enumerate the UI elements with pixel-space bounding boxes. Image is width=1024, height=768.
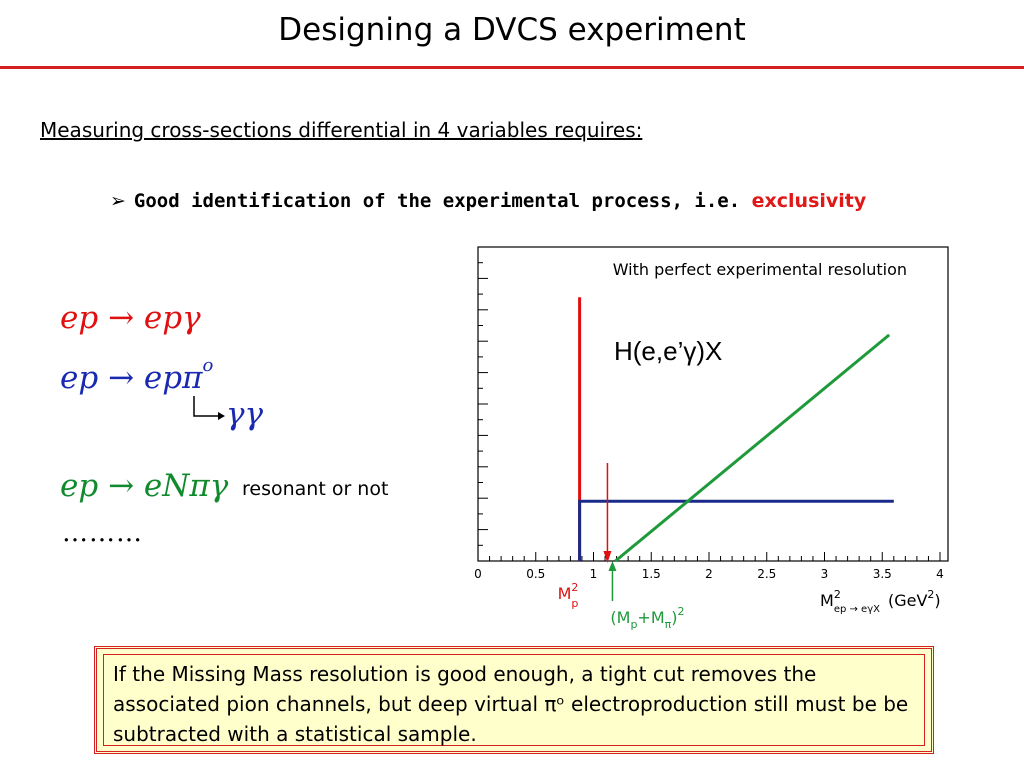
series-line-1 (578, 499, 894, 561)
reaction-pi0-lhs: ep (60, 360, 99, 396)
axis-ticks: 0 0.5 1 1.5 2 2.5 3 3.5 4 (474, 246, 944, 581)
mpi-close: ) (671, 608, 677, 627)
mp2-sub: p (571, 597, 578, 610)
mpi-sub-p: p (630, 618, 637, 631)
bullet-exclusivity: ➢ Good identification of the experimental… (110, 190, 866, 212)
title-divider (0, 66, 1024, 69)
reaction-npg-arrow: → (108, 468, 135, 504)
mpi-open: (M (610, 608, 630, 627)
bullet-highlight: exclusivity (751, 190, 867, 212)
reaction-dvcs-rhs: epγ (143, 300, 201, 336)
resonant-note: resonant or not (242, 478, 389, 500)
note-box-inner-border (103, 654, 925, 746)
missing-mass-chart: 0 0.5 1 1.5 2 2.5 3 3.5 4 With perfect experimen… (474, 246, 949, 631)
reaction-pi0-superscript: o (202, 354, 214, 376)
plot-frame (477, 246, 949, 562)
ellipsis: ……… (62, 518, 143, 548)
reaction-pi0-arrow: → (108, 360, 135, 396)
mpi-sub-pi: π (665, 618, 672, 631)
x-tick-label: 1.5 (642, 567, 661, 581)
slide-title: Designing a DVCS experiment (278, 12, 746, 48)
bullet-text: Good identification of the experimental … (133, 190, 741, 212)
x-tick-label: 3 (821, 567, 829, 581)
subheading: Measuring cross-sections differential in… (40, 118, 643, 142)
chart-series (578, 297, 894, 601)
reaction-npg-rhs: eNπγ (143, 468, 229, 504)
reaction-dvcs-lhs: ep (60, 300, 99, 336)
x-tick-label: 0.5 (526, 567, 545, 581)
chart-annotation: H(e,e’γ)X (614, 336, 722, 366)
reaction-dvcs: ep → epγ (60, 300, 201, 336)
xlabel-unit-close: ) (934, 591, 940, 610)
xlabel-m: M (820, 591, 834, 610)
mp2-sup: 2 (571, 581, 578, 594)
marker-label-mp2: M2 p (558, 581, 579, 610)
xlabel-unit-sup: 2 (927, 588, 934, 601)
xlabel-sub: ep → eγX (834, 604, 880, 615)
note-text: If the Missing Mass resolution is good e… (113, 662, 909, 746)
reaction-n-pi-gamma: ep → eNπγ (60, 468, 228, 504)
x-tick-label: 1 (590, 567, 598, 581)
bullet-arrow-icon: ➢ (110, 190, 126, 212)
reaction-dvcs-arrow: → (108, 300, 135, 336)
series-line-2 (614, 333, 891, 563)
chart-title: With perfect experimental resolution (613, 260, 907, 279)
marker-label-mp-mpi: (Mp+Mπ)2 (610, 605, 684, 631)
decay-arrow-icon (193, 396, 225, 420)
x-tick-label: 2.5 (757, 567, 776, 581)
x-tick-label: 3.5 (873, 567, 892, 581)
reaction-npg-lhs: ep (60, 468, 99, 504)
mpi-sup: 2 (678, 605, 685, 618)
decay-gamma-gamma: γγ (226, 396, 264, 432)
x-axis-label: M2 ep → eγX (GeV2) (820, 588, 941, 615)
x-tick-label: 0 (474, 567, 482, 581)
note-box: If the Missing Mass resolution is good e… (94, 646, 934, 754)
red-marker-arrowhead (603, 551, 612, 563)
mpi-plus: +M (637, 608, 664, 627)
reaction-pi0-rhs: epπ (143, 360, 203, 396)
xlabel-unit: (GeV (888, 591, 927, 610)
green-marker-arrowhead (608, 561, 617, 571)
xlabel-sup: 2 (834, 588, 841, 601)
x-tick-label: 2 (705, 567, 713, 581)
x-tick-label: 4 (936, 567, 944, 581)
mp2-base: M (558, 584, 572, 603)
reaction-pi0: ep → epπo (60, 355, 213, 396)
